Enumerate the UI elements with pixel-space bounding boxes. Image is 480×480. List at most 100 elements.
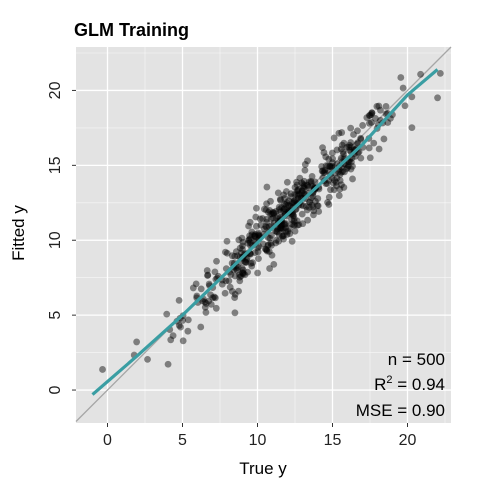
data-point — [290, 212, 297, 219]
data-point — [284, 201, 292, 209]
data-point — [189, 284, 197, 292]
data-point — [299, 184, 307, 191]
data-point — [281, 205, 288, 212]
data-point — [292, 197, 299, 205]
data-point — [263, 200, 270, 208]
data-point — [298, 187, 306, 195]
y-axis-label: Fitted y — [9, 205, 28, 261]
data-point — [175, 322, 183, 329]
data-point — [177, 323, 184, 331]
data-point — [305, 198, 313, 206]
data-point — [340, 184, 348, 191]
data-point — [338, 181, 345, 189]
data-point — [370, 139, 378, 147]
data-point — [335, 129, 343, 137]
data-point — [272, 239, 280, 247]
data-point — [246, 239, 254, 246]
data-point — [231, 290, 239, 298]
data-point — [399, 84, 407, 92]
data-point — [267, 210, 274, 218]
data-point — [349, 175, 356, 183]
data-point — [221, 289, 229, 297]
data-point — [327, 186, 334, 194]
data-point — [223, 237, 231, 245]
data-point — [213, 257, 220, 265]
data-point — [281, 195, 289, 202]
y-tick-label: 5 — [47, 311, 64, 320]
data-point — [235, 287, 242, 295]
data-point — [311, 178, 319, 186]
r2-value: = 0.94 — [393, 375, 445, 394]
data-point — [280, 205, 288, 213]
data-point — [436, 70, 444, 77]
data-point — [209, 294, 217, 302]
x-tick-label: 10 — [249, 432, 267, 449]
data-point — [266, 265, 273, 272]
data-point — [307, 177, 315, 185]
data-point — [291, 191, 299, 198]
data-point — [282, 188, 290, 195]
data-point — [366, 119, 373, 127]
data-point — [275, 206, 283, 213]
data-point — [308, 194, 315, 202]
data-point — [261, 245, 269, 253]
data-point — [333, 146, 341, 154]
data-point — [318, 167, 326, 175]
data-point — [434, 94, 441, 102]
data-point — [324, 162, 332, 170]
data-point — [246, 235, 254, 242]
data-point — [332, 178, 340, 186]
data-point — [263, 219, 270, 226]
data-point — [305, 203, 313, 211]
y-tick-label: 10 — [47, 231, 64, 249]
data-point — [326, 163, 334, 171]
data-point — [197, 285, 205, 293]
data-point — [179, 317, 187, 324]
data-point — [325, 201, 333, 208]
data-point — [294, 187, 302, 195]
data-point — [279, 225, 287, 233]
data-point — [307, 179, 315, 186]
data-point — [375, 102, 383, 110]
data-point — [269, 214, 277, 222]
data-point — [345, 162, 352, 170]
minor-gridlines — [76, 47, 451, 423]
data-point — [293, 178, 300, 186]
data-point — [293, 181, 301, 189]
data-point — [234, 264, 242, 271]
data-point — [169, 332, 177, 340]
data-point — [167, 336, 175, 344]
data-point — [282, 228, 290, 235]
data-point — [321, 168, 329, 176]
data-point — [277, 224, 285, 232]
data-point — [260, 225, 268, 233]
data-point — [235, 236, 243, 244]
data-point — [310, 211, 317, 219]
data-point — [382, 102, 390, 110]
r2-superscript: 2 — [386, 374, 392, 386]
data-point — [273, 228, 281, 236]
data-point — [290, 199, 298, 207]
data-point — [255, 232, 263, 239]
data-point — [225, 277, 233, 285]
data-point — [273, 236, 280, 244]
data-point — [397, 74, 405, 81]
data-point — [294, 195, 302, 202]
data-point — [268, 231, 275, 239]
data-point — [266, 234, 274, 242]
data-point — [268, 251, 276, 259]
data-point — [239, 245, 246, 253]
data-point — [254, 231, 262, 239]
y-tick-label: 0 — [47, 385, 64, 394]
data-point — [366, 111, 374, 119]
x-axis-ticks: 0 5 10 15 20 — [103, 423, 417, 449]
data-point — [347, 165, 355, 173]
data-point — [284, 228, 292, 235]
data-point — [300, 182, 308, 189]
data-point — [333, 174, 341, 182]
data-point — [377, 106, 384, 114]
data-point — [290, 215, 298, 223]
data-point — [268, 241, 275, 249]
data-point — [325, 155, 333, 163]
